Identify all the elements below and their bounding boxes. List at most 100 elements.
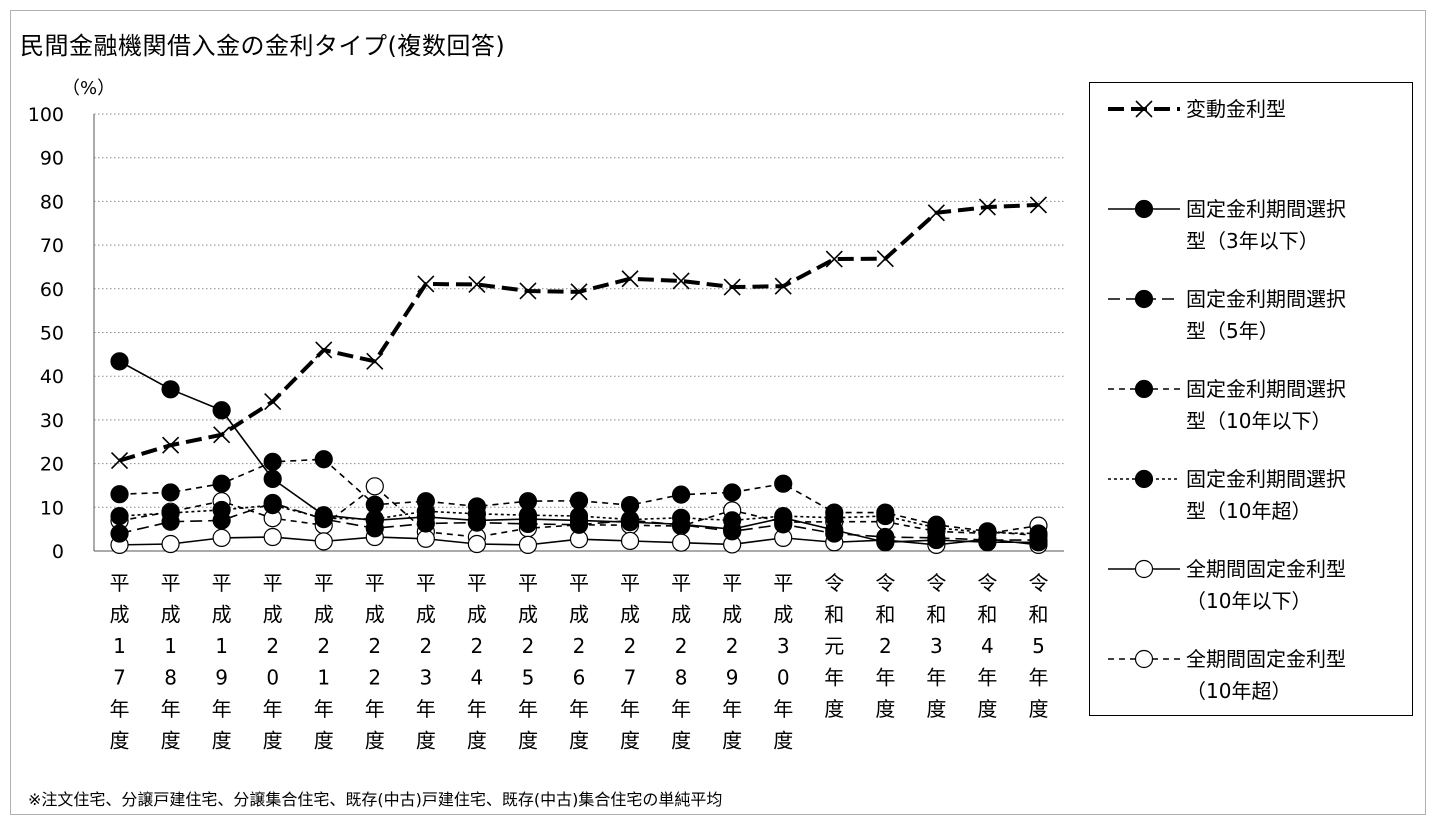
y-tick-label: 50 bbox=[40, 323, 64, 345]
legend-swatch bbox=[1108, 649, 1180, 669]
filled-circle-marker bbox=[723, 483, 742, 502]
x-marker bbox=[672, 272, 690, 290]
x-marker bbox=[825, 250, 843, 268]
x-marker bbox=[519, 282, 537, 300]
filled-circle-marker bbox=[620, 496, 640, 515]
filled-circle-marker bbox=[620, 513, 640, 532]
gridlines bbox=[94, 113, 1064, 508]
filled-circle-marker bbox=[212, 474, 231, 493]
x-tick-label: 平成 1 9 年度 bbox=[212, 571, 232, 753]
filled-circle-marker bbox=[263, 469, 282, 488]
open-circle-marker bbox=[263, 527, 282, 547]
filled-circle-marker bbox=[1134, 199, 1154, 219]
open-circle-marker bbox=[161, 534, 180, 554]
x-tick-label: 平成 2 8 年度 bbox=[671, 571, 691, 753]
x-tick-label: 令和 5 年度 bbox=[1028, 571, 1048, 721]
legend-label-line: 変動金利型 bbox=[1186, 97, 1286, 121]
filled-circle-marker bbox=[518, 509, 538, 529]
filled-circle-marker bbox=[927, 530, 946, 550]
filled-circle-marker bbox=[978, 533, 997, 552]
open-circle-marker bbox=[365, 477, 384, 496]
x-tick-labels: 平成 1 7 年度 平成 1 8 年度 平成 1 9 年度 平成 2 0 年度 平成 2 1 年度 平成 2 2 年度 平成 2 3… bbox=[110, 571, 1049, 753]
legend-label-line: 固定金利期間選択 bbox=[1186, 287, 1346, 311]
legend-label: 変動金利型 bbox=[1186, 93, 1402, 125]
open-circle-marker bbox=[1134, 649, 1154, 669]
legend-label-line: 型（5年） bbox=[1186, 319, 1279, 343]
x-tick-label: 令和 2 年度 bbox=[875, 571, 895, 721]
y-tick-label: 80 bbox=[40, 191, 64, 213]
x-marker bbox=[927, 204, 945, 222]
filled-circle-marker bbox=[263, 452, 282, 471]
x-tick-label: 平成 2 6 年度 bbox=[569, 571, 589, 753]
legend-label: 全期間固定金利型 （10年以下） bbox=[1186, 553, 1402, 617]
filled-circle-marker bbox=[110, 506, 129, 526]
filled-circle-marker bbox=[876, 503, 895, 522]
x-tick-label: 令和 4 年度 bbox=[977, 571, 997, 721]
filled-circle-marker bbox=[161, 483, 180, 502]
x-marker bbox=[621, 270, 639, 288]
x-marker bbox=[570, 283, 588, 301]
x-marker bbox=[876, 250, 894, 268]
y-tick-labels: 0 10 20 30 40 50 60 70 80 90 100 bbox=[28, 104, 64, 563]
filled-circle-marker bbox=[263, 493, 282, 513]
x-tick-label: 平成 2 0 年度 bbox=[263, 571, 283, 753]
chart-title: 民間金融機関借入金の金利タイプ(複数回答) bbox=[20, 32, 506, 60]
filled-circle-marker bbox=[365, 511, 384, 530]
x-marker bbox=[468, 275, 486, 293]
x-marker bbox=[110, 451, 129, 470]
y-tick-label: 0 bbox=[52, 541, 64, 563]
filled-circle-marker bbox=[467, 511, 486, 530]
legend-label: 固定金利期間選択 型（5年） bbox=[1186, 283, 1402, 347]
legend-swatch bbox=[1108, 559, 1180, 579]
x-tick-label: 平成 2 3 年度 bbox=[416, 571, 436, 753]
open-circle-marker bbox=[518, 535, 538, 554]
legend-label-line: 型（10年以下） bbox=[1186, 409, 1332, 433]
x-marker bbox=[723, 278, 741, 296]
filled-circle-marker bbox=[774, 474, 793, 493]
x-tick-label: 平成 3 0 年度 bbox=[773, 571, 793, 753]
filled-circle-marker bbox=[314, 506, 333, 525]
legend: 変動金利型 固定金利期間選択 型（3年以下） 固定金利期間選択 型（5年） 固定金利期間選… bbox=[1089, 82, 1413, 716]
x-tick-label: 平成 1 8 年度 bbox=[161, 571, 181, 753]
x-tick-label: 平成 2 7 年度 bbox=[620, 571, 640, 753]
open-circle-marker bbox=[212, 528, 231, 547]
x-marker bbox=[264, 392, 282, 411]
series-3 bbox=[110, 450, 1048, 545]
x-marker bbox=[366, 352, 384, 370]
y-tick-label: 20 bbox=[40, 454, 64, 476]
open-circle-marker bbox=[620, 531, 640, 551]
filled-circle-marker bbox=[518, 492, 538, 511]
x-marker bbox=[978, 198, 996, 216]
filled-circle-marker bbox=[314, 450, 333, 469]
y-tick-label: 60 bbox=[40, 279, 64, 301]
open-circle-marker bbox=[1134, 559, 1154, 579]
filled-circle-marker bbox=[212, 401, 231, 420]
filled-circle-marker bbox=[723, 520, 742, 539]
legend-swatch bbox=[1108, 199, 1180, 219]
filled-circle-marker bbox=[110, 485, 129, 504]
y-tick-label: 30 bbox=[40, 410, 64, 432]
y-tick-label: 40 bbox=[40, 366, 64, 388]
filled-circle-marker bbox=[569, 491, 589, 510]
x-marker bbox=[1029, 196, 1048, 214]
legend-label: 全期間固定金利型 （10年超） bbox=[1186, 643, 1402, 707]
x-marker bbox=[315, 341, 333, 359]
open-circle-marker bbox=[672, 533, 691, 552]
series bbox=[110, 196, 1048, 554]
series-1 bbox=[110, 352, 1048, 552]
x-tick-label: 平成 2 5 年度 bbox=[518, 571, 538, 753]
filled-circle-marker bbox=[416, 492, 435, 511]
x-tick-label: 令和 3 年度 bbox=[926, 571, 946, 721]
filled-circle-marker bbox=[110, 352, 129, 371]
x-tick-label: 平成 1 7 年度 bbox=[110, 571, 130, 753]
x-tick-label: 平成 2 9 年度 bbox=[722, 571, 742, 753]
filled-circle-marker bbox=[365, 495, 384, 514]
legend-label: 固定金利期間選択 型（10年以下） bbox=[1186, 373, 1402, 437]
x-tick-label: 令和元年度 bbox=[824, 571, 844, 721]
x-tick-label: 平成 2 2 年度 bbox=[365, 571, 385, 753]
x-marker bbox=[417, 275, 435, 293]
filled-circle-marker bbox=[774, 508, 793, 527]
filled-circle-marker bbox=[212, 511, 231, 530]
y-tick-label: 90 bbox=[40, 148, 64, 170]
filled-circle-marker bbox=[161, 512, 180, 531]
